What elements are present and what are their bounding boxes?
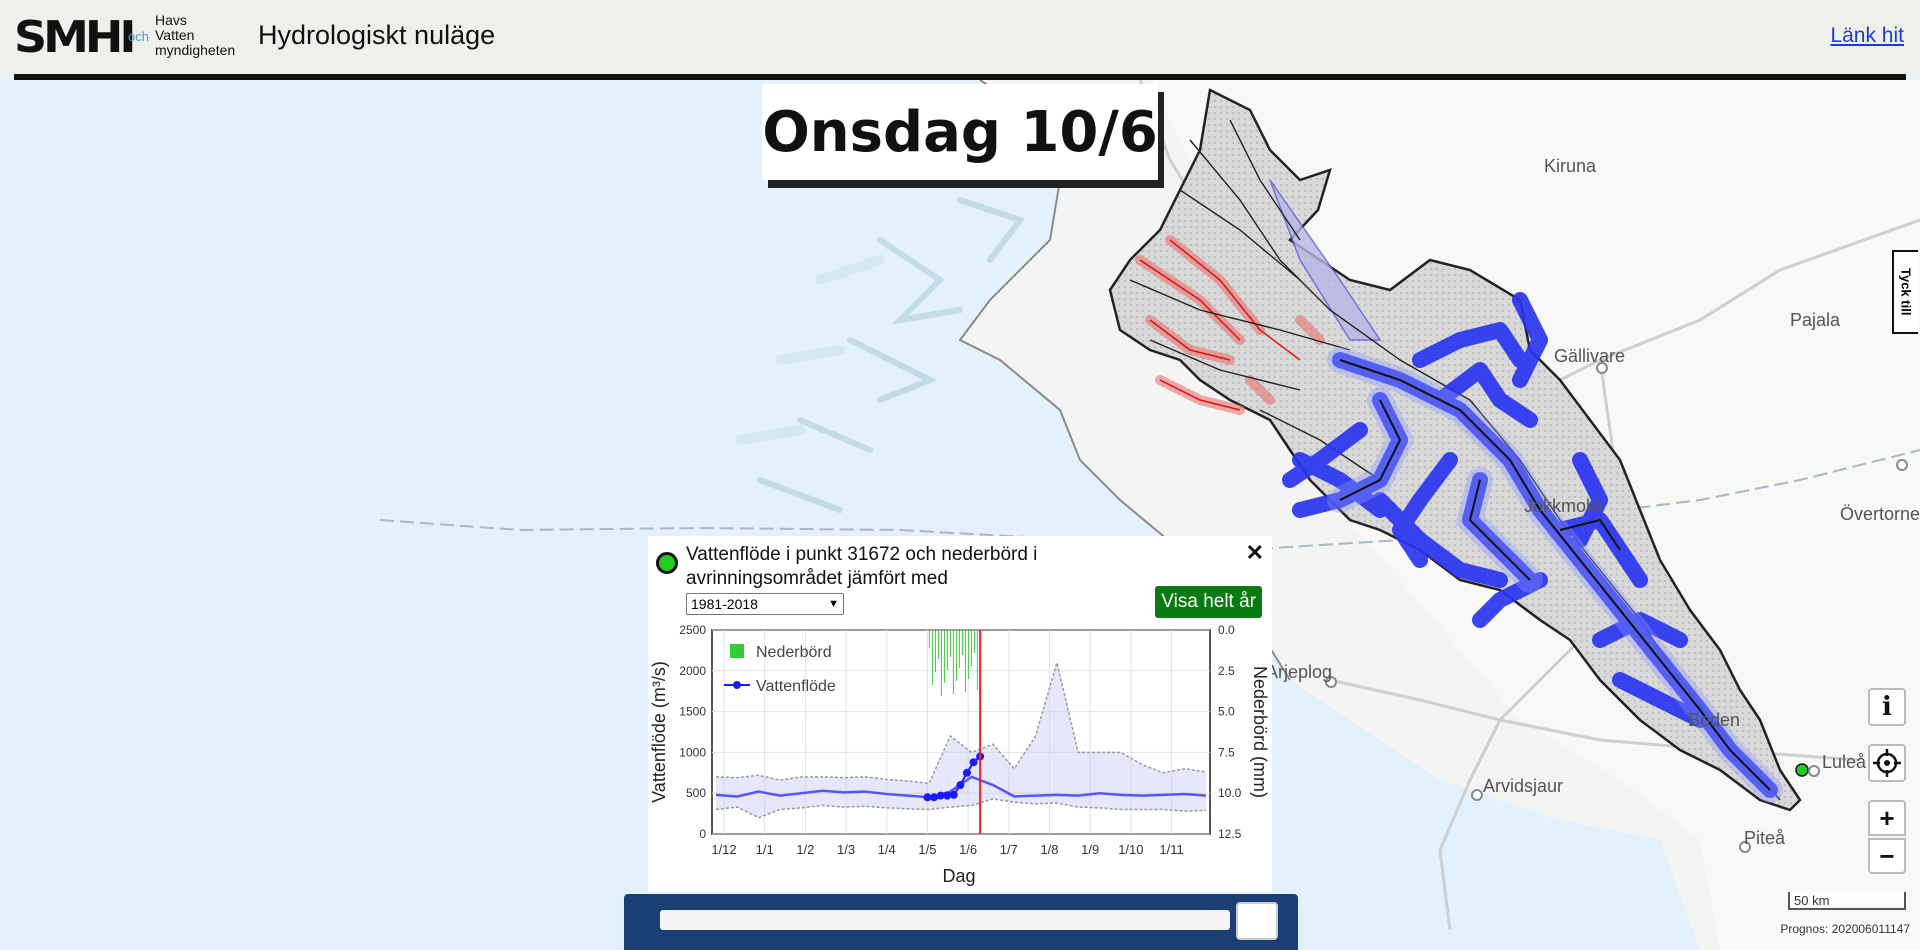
x-tick-label: 1/3 — [837, 842, 855, 857]
legend-swatch-precip — [730, 644, 744, 658]
x-tick-label: 1/6 — [959, 842, 977, 857]
current-flow-point — [936, 791, 945, 800]
current-flow-point — [956, 781, 965, 790]
x-tick-label: 1/11 — [1159, 842, 1183, 857]
y2-tick-label: 0.0 — [1218, 623, 1235, 637]
scale-bar: 50 km — [1788, 892, 1906, 910]
x-tick-label: 1/4 — [878, 842, 896, 857]
current-flow-point — [930, 793, 939, 802]
place-label: Boden — [1688, 710, 1741, 730]
y-tick-label: 2500 — [679, 623, 706, 637]
zoom-in-button[interactable]: + — [1868, 800, 1906, 836]
place-label: Arjeplog — [1266, 662, 1333, 682]
place-label: Pajala — [1790, 310, 1841, 330]
x-tick-label: 1/2 — [796, 842, 814, 857]
y2-axis-title: Nederbörd (mm) — [1250, 666, 1270, 798]
link-here[interactable]: Länk hit — [1830, 24, 1904, 47]
feedback-tab[interactable]: Tyck till — [1892, 250, 1918, 334]
place-label: Piteå — [1744, 828, 1786, 848]
x-tick-label: 1/1 — [756, 842, 774, 857]
x-axis-title: Dag — [942, 866, 975, 886]
zoom-out-button[interactable]: − — [1868, 838, 1906, 874]
current-day-label: Onsdag 10/6 — [762, 84, 1158, 180]
y-tick-label: 500 — [686, 786, 706, 800]
current-flow-point — [943, 791, 952, 800]
info-button[interactable]: i — [1868, 688, 1906, 726]
y2-tick-label: 2.5 — [1218, 664, 1235, 678]
place-label: Luleå — [1822, 752, 1867, 772]
havsvatten-logo: Havs Vatten myndigheten — [155, 12, 236, 58]
period-select[interactable]: 1981-2018 ▼ — [686, 593, 844, 615]
chevron-down-icon: ▼ — [828, 598, 839, 610]
crosshair-icon — [1873, 749, 1901, 777]
app-header: SMHI och Havs Vatten myndigheten Hydrolo… — [0, 0, 1920, 74]
legend-flow: Vattenflöde — [756, 678, 836, 695]
x-tick-label: 1/8 — [1040, 842, 1058, 857]
y2-tick-label: 12.5 — [1218, 827, 1242, 841]
minus-icon: − — [1879, 840, 1895, 871]
y-tick-label: 0 — [699, 827, 706, 841]
place-label: Arvidsjaur — [1483, 776, 1564, 796]
time-slider-handle[interactable] — [1236, 902, 1278, 940]
flow-chart: 0 500 1000 1500 2000 2500 0.0 2.5 5.0 7.5 10.0 12.5… — [649, 623, 1270, 886]
plus-icon: + — [1879, 802, 1895, 833]
place-label: Kiruna — [1544, 156, 1597, 176]
x-tick-label: 1/10 — [1118, 842, 1143, 857]
y2-tick-label: 10.0 — [1218, 786, 1242, 800]
y-tick-label: 1000 — [679, 745, 706, 759]
header-rule — [14, 74, 1906, 80]
locate-button[interactable] — [1868, 744, 1906, 782]
current-flow-point — [923, 793, 932, 802]
app-title: Hydrologiskt nuläge — [258, 20, 496, 50]
flow-range-band — [716, 662, 1206, 818]
station-dot-icon — [656, 552, 678, 574]
chart-popup: Vattenflöde i punkt 31672 och nederbörd … — [648, 536, 1272, 892]
smhi-logo: SMHI — [14, 11, 137, 63]
x-tick-label: 1/9 — [1081, 842, 1099, 857]
current-flow-point — [949, 790, 958, 799]
close-icon[interactable]: ✕ — [1245, 540, 1264, 565]
max-flow-line — [715, 659, 1207, 785]
y2-tick-label: 7.5 — [1218, 745, 1235, 759]
place-label: Övertorne — [1840, 504, 1920, 524]
prognos-label: Prognos: 202006011147 — [1778, 922, 1912, 936]
y2-tick-label: 5.0 — [1218, 705, 1235, 719]
y-tick-label: 2000 — [679, 664, 706, 678]
info-icon: i — [1882, 692, 1892, 722]
time-slider-track[interactable] — [660, 910, 1230, 930]
y-tick-label: 1500 — [679, 705, 706, 719]
logo-och: och — [128, 29, 149, 44]
show-full-year-button[interactable]: Visa helt år — [1155, 586, 1262, 618]
legend-swatch-flow-dot — [733, 681, 741, 689]
current-flow-point — [969, 758, 978, 767]
place-label: Gällivare — [1554, 346, 1626, 366]
current-flow-point — [962, 768, 971, 777]
legend-precip: Nederbörd — [756, 644, 832, 661]
popup-title: Vattenflöde i punkt 31672 och nederbörd … — [686, 544, 1038, 589]
x-tick-label: 1/5 — [918, 842, 936, 857]
place-label: Jokkmokk — [1524, 496, 1605, 516]
y-axis-title: Vattenflöde (m³/s) — [649, 661, 669, 803]
min-flow-line — [715, 798, 1207, 819]
x-tick-label: 1/12 — [711, 842, 736, 857]
time-slider-bar — [624, 894, 1298, 950]
x-tick-label: 1/7 — [1000, 842, 1018, 857]
